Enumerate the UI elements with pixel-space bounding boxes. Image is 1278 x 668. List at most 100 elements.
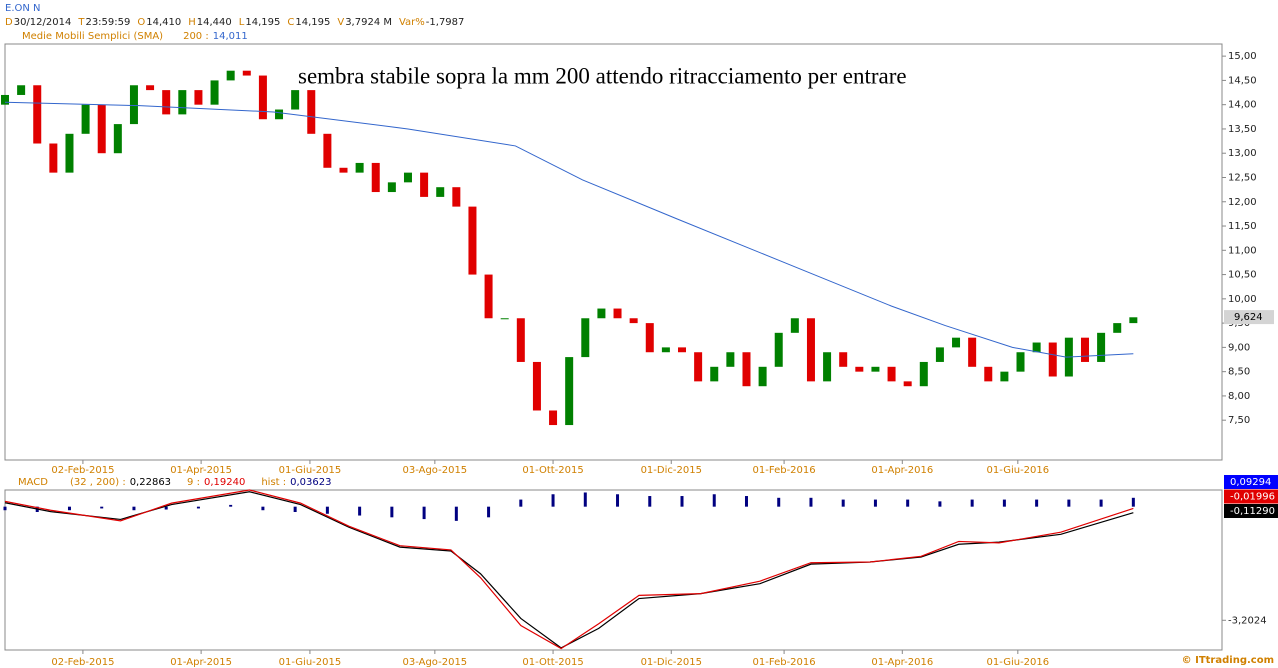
hist-bar [551,494,555,507]
legend-text: C [287,17,294,28]
candle [984,366,993,382]
hist-bar [358,506,362,516]
candle [275,109,284,120]
x-tick-label: 01-Giu-2016 [987,465,1050,476]
candle [129,85,138,125]
x-tick-label: 03-Ago-2015 [403,657,468,668]
hist-bar [1131,497,1135,507]
x-tick-label: 01-Apr-2016 [871,657,933,668]
candle [532,361,541,411]
hist-bar [487,506,491,518]
hist-bar [325,506,329,514]
candle [661,347,670,353]
y-tick-label: 13,00 [1228,148,1257,159]
candle [1,94,9,105]
legend-text: 14,195 [245,17,280,28]
y-tick-label: 14,50 [1228,75,1257,86]
candle [291,90,300,110]
legend-text: D [5,17,13,28]
y-tick-label: 13,50 [1228,124,1257,135]
legend-text: 3,7924 M [345,17,392,28]
y-tick-label: 11,00 [1228,245,1257,256]
candle [323,133,332,168]
legend-text: 14,011 [213,31,248,42]
price-panel [4,43,1223,461]
macd-line [4,489,1134,650]
hist-bar [648,496,652,507]
candle [468,206,477,275]
hist-bar [164,506,168,510]
candle [49,143,58,173]
candle [17,85,26,95]
candle [935,347,944,362]
hist-bar [841,499,845,507]
candle [387,182,396,193]
hist-bar [970,499,974,507]
candle [1080,337,1089,362]
candle [887,366,896,382]
candle [339,167,348,173]
annotation: sembra stabile sopra la mm 200 attendo r… [298,63,907,88]
legend-text: Medie Mobili Semplici (SMA) [22,31,163,42]
legend-text: Var% [399,17,425,28]
legend-text: H [188,17,196,28]
hist-bar [744,496,748,507]
candle [1016,352,1025,372]
hist-bar [583,492,587,507]
candle [97,104,106,154]
candle [855,366,864,372]
candle [1129,317,1138,324]
hist-bar [196,506,200,509]
legend-text: hist : [261,477,286,488]
candle [65,133,74,173]
candle [726,352,735,367]
legend-text: 14,440 [197,17,232,28]
hist-bar [100,506,104,509]
last-value-label: 9,624 [1234,312,1263,323]
y-tick-label: 10,50 [1228,270,1257,281]
candle [1097,332,1106,362]
value-badge [1224,475,1278,489]
candle [162,90,171,115]
candle [403,172,412,183]
candle [178,90,187,115]
candle [549,410,558,426]
hist-bar [390,506,394,518]
x-tick-label: 01-Dic-2015 [641,657,702,668]
hist-bar [1099,499,1103,507]
legend-text: 14,195 [295,17,330,28]
candle [710,366,719,382]
value-badge-label: -0,11290 [1230,506,1275,517]
credit: © ITtrading.com [1182,655,1274,666]
sma-line [4,101,1134,358]
candle [839,352,848,367]
hist-bar [873,499,877,507]
legend-text: 0,19240 [204,477,245,488]
hist-bar [454,506,458,521]
candle [629,318,638,324]
hist-bar [293,506,297,512]
candle [597,308,606,319]
y-tick-label: 10,00 [1228,294,1257,305]
legend-text: O [137,17,145,28]
hist-bar [519,499,523,507]
legend-text: (32 , 200) : [70,477,126,488]
hist-bar [67,506,71,511]
candle [452,187,461,207]
x-tick-label: 03-Ago-2015 [403,465,468,476]
x-tick-label: 01-Apr-2015 [170,657,232,668]
hist-bar [1002,499,1006,507]
y-tick-label: 7,50 [1228,415,1250,426]
last-value-box [1224,310,1274,325]
legend-text: L [239,17,245,28]
candle [355,162,364,173]
x-tick-label: 02-Feb-2015 [51,657,114,668]
hist-bar [777,497,781,507]
candle [774,332,783,367]
hist-bar [906,499,910,507]
legend-text: -1,7987 [426,17,465,28]
candle [952,337,961,348]
candle [806,318,815,382]
y-tick-label: 14,00 [1228,100,1257,111]
